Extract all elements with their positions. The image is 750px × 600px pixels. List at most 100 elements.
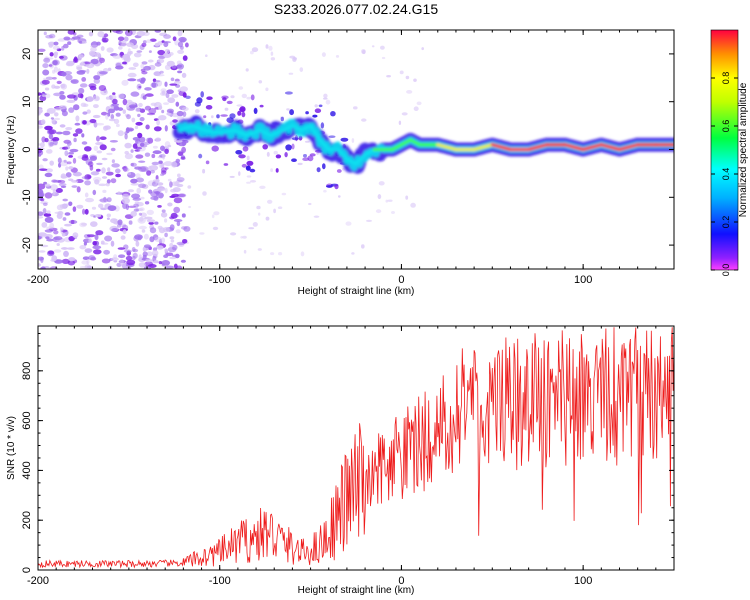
noise-blob	[121, 54, 130, 61]
noise-blob	[83, 241, 87, 246]
noise-blob	[289, 55, 296, 59]
noise-blob	[48, 64, 53, 67]
noise-blob	[160, 212, 168, 218]
noise-blob	[95, 168, 101, 172]
ridge-halo-blob	[334, 184, 339, 190]
ridge-halo-blob	[280, 116, 284, 122]
noise-blob	[173, 219, 183, 222]
noise-blob	[167, 202, 173, 207]
noise-blob	[117, 191, 121, 195]
noise-blob	[84, 61, 91, 65]
noise-blob	[165, 92, 170, 99]
noise-blob	[49, 33, 56, 39]
noise-blob	[110, 178, 117, 184]
ridge-halo-blob	[220, 114, 228, 117]
noise-blob	[42, 208, 47, 214]
noise-blob	[52, 188, 56, 195]
noise-blob	[146, 219, 156, 223]
ridge-halo-blob	[320, 122, 325, 129]
noise-blob	[176, 60, 182, 66]
noise-blob	[242, 235, 247, 239]
noise-blob	[112, 92, 116, 96]
noise-blob	[286, 108, 290, 111]
noise-blob	[88, 161, 94, 167]
ridge-halo-blob	[223, 163, 229, 166]
noise-blob	[169, 224, 175, 231]
noise-blob	[110, 240, 115, 247]
noise-blob	[41, 222, 48, 228]
noise-blob	[94, 214, 102, 218]
noise-blob	[106, 217, 110, 220]
noise-blob	[44, 112, 50, 117]
noise-blob	[163, 161, 173, 167]
noise-blob	[150, 191, 159, 198]
noise-blob	[110, 53, 118, 57]
noise-blob	[125, 255, 133, 261]
noise-blob	[172, 36, 177, 42]
noise-blob	[143, 65, 152, 71]
noise-blob	[117, 36, 125, 42]
noise-blob	[138, 160, 146, 163]
snr-series-line	[38, 327, 674, 569]
noise-blob	[55, 188, 63, 193]
ridge-halo-blob	[206, 96, 213, 100]
noise-blob	[45, 34, 53, 39]
ridge-halo-blob	[262, 144, 269, 150]
noise-blob	[157, 205, 162, 208]
noise-blob	[140, 79, 145, 84]
ridge-halo-blob	[241, 163, 247, 168]
ridge-halo-blob	[216, 114, 220, 119]
noise-blob	[93, 249, 102, 255]
noise-blob	[177, 151, 184, 156]
noise-blob	[177, 30, 183, 37]
noise-blob	[48, 129, 57, 135]
x-tick-label: 0	[398, 575, 404, 587]
noise-blob	[43, 31, 47, 36]
noise-blob	[152, 150, 162, 155]
noise-blob	[138, 212, 142, 216]
noise-blob	[136, 50, 143, 53]
noise-blob	[169, 195, 176, 198]
noise-blob	[94, 52, 101, 58]
noise-blob	[181, 72, 187, 78]
noise-blob	[49, 142, 54, 147]
noise-blob	[44, 216, 54, 223]
noise-blob	[361, 244, 365, 249]
noise-blob	[140, 63, 145, 69]
ridge-halo-blob	[285, 144, 292, 151]
noise-blob	[131, 193, 141, 199]
noise-blob	[97, 31, 105, 38]
noise-blob	[134, 201, 140, 205]
noise-blob	[74, 122, 81, 126]
noise-blob	[130, 91, 140, 97]
noise-blob	[61, 71, 67, 77]
ridge-core-segment	[436, 143, 458, 151]
noise-blob	[413, 106, 419, 111]
noise-blob	[51, 255, 58, 262]
noise-blob	[421, 47, 425, 51]
noise-blob	[60, 185, 67, 188]
noise-blob	[146, 39, 152, 44]
ridge-halo-blob	[316, 167, 321, 173]
noise-blob	[258, 80, 263, 84]
noise-blob	[187, 185, 192, 189]
noise-blob	[105, 113, 109, 120]
noise-blob	[106, 179, 111, 184]
ridge-core-segment	[203, 128, 222, 135]
ridge-halo-blob	[250, 94, 255, 101]
noise-blob	[179, 86, 188, 92]
noise-blob	[45, 76, 54, 81]
noise-blob	[149, 227, 157, 234]
noise-blob	[168, 52, 174, 56]
ridge-core-segment	[290, 124, 303, 132]
noise-blob	[175, 158, 180, 163]
noise-blob	[53, 249, 62, 253]
noise-blob	[138, 262, 146, 268]
noise-blob	[176, 64, 183, 69]
noise-blob	[107, 167, 111, 172]
noise-blob	[112, 98, 118, 105]
noise-blob	[128, 67, 137, 70]
noise-blob	[62, 198, 68, 202]
